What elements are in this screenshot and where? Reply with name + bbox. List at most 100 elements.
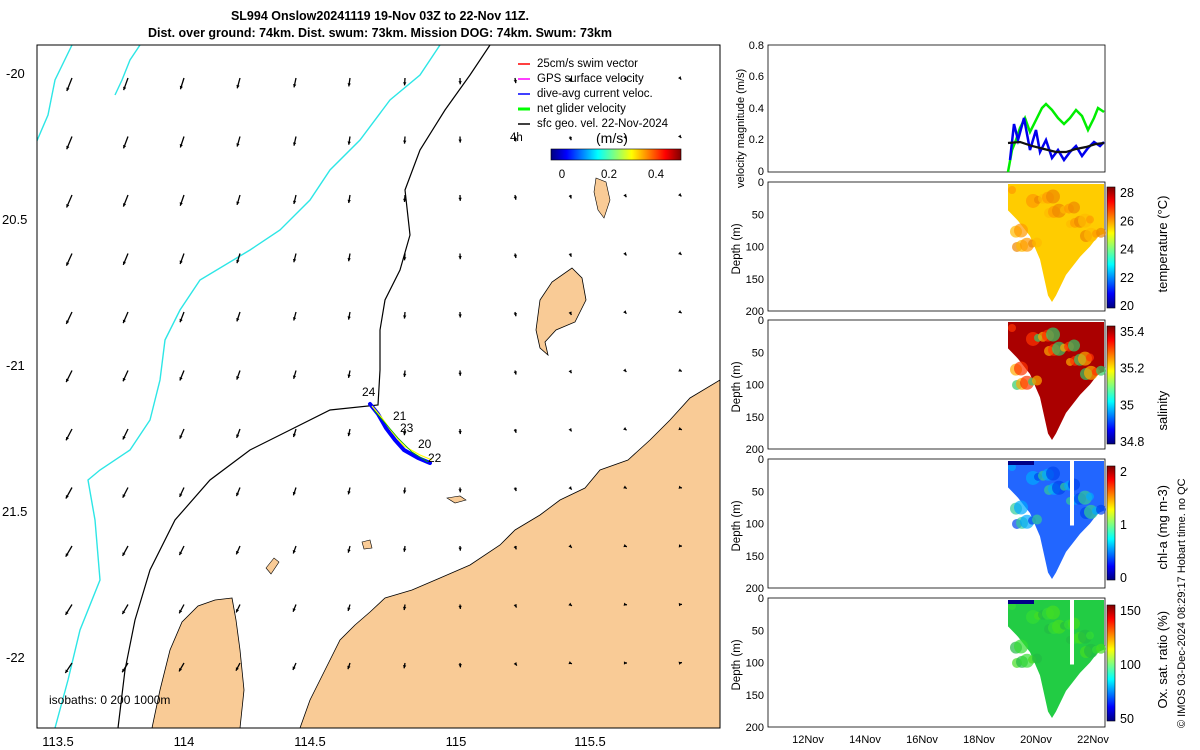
current-vector-head: [458, 197, 462, 201]
current-vector-head: [513, 312, 517, 317]
y-tick: 0.8: [749, 40, 764, 52]
day-label-23: 23: [400, 421, 414, 435]
colorbar-tick: 20: [1120, 299, 1134, 313]
current-vector-head: [568, 311, 572, 315]
lon-tick: 113.5: [42, 734, 74, 749]
day-label-22: 22: [428, 451, 442, 465]
y-tick: 200: [746, 583, 764, 595]
current-vector-head: [66, 320, 70, 324]
y-tick: 100: [746, 242, 764, 254]
current-vector-head: [179, 144, 183, 148]
lon-tick: 115: [446, 734, 467, 749]
current-vector-head: [66, 87, 70, 91]
map-legend: 25cm/s swim vector GPS surface velocity …: [510, 58, 682, 181]
current-vector-head: [458, 139, 462, 143]
velocity-y-label: velocity magnitude (m/s): [735, 69, 747, 188]
time-x-axis: 12Nov 14Nov 16Nov 18Nov 20Nov 22Nov: [792, 734, 1109, 746]
current-vector-head: [678, 368, 682, 372]
y-tick: 150: [746, 551, 764, 563]
day-label-21: 21: [393, 409, 407, 423]
isobath-200m: [117, 45, 491, 728]
current-vector-head: [623, 77, 627, 81]
lat-tick: -21: [6, 358, 25, 373]
y-tick: 100: [746, 519, 764, 531]
x-tick: 22Nov: [1077, 734, 1109, 746]
y-tick: 150: [746, 690, 764, 702]
salinity-colorbar-label: salinity: [1155, 390, 1170, 430]
lon-tick: 114.5: [294, 734, 326, 749]
current-vector-head: [568, 253, 572, 257]
y-tick: 150: [746, 274, 764, 286]
current-vector-head: [458, 664, 462, 668]
current-vector-head: [403, 431, 407, 436]
current-vector-head: [458, 256, 462, 260]
current-vector-head: [513, 429, 517, 433]
current-vector-head: [403, 140, 407, 144]
legend-entry: GPS surface velocity: [537, 73, 644, 85]
current-vector-head: [347, 199, 351, 203]
colorbar-tick: 35.4: [1120, 325, 1144, 339]
current-vector-head: [66, 262, 70, 266]
current-vector-head: [65, 669, 69, 673]
map-frame: [36, 44, 721, 729]
x-tick: 18Nov: [963, 734, 995, 746]
current-vector-head: [236, 317, 240, 322]
oxygen-section: [1008, 600, 1106, 718]
current-vector-head: [403, 315, 407, 319]
isobath-legend: isobaths: 0 200 1000m: [49, 693, 170, 707]
current-vector-head: [122, 203, 127, 207]
lat-tick: -20: [6, 66, 25, 81]
temperature-colorbar: [1106, 186, 1116, 309]
current-vector-head: [678, 544, 682, 548]
sfc-velocity-vectors: [64, 76, 683, 674]
current-vector-head: [513, 604, 517, 608]
current-vector-head: [347, 607, 351, 611]
current-vector-head: [65, 495, 69, 499]
colorbar-tick: 22: [1120, 271, 1134, 285]
legend-extra: 4h: [510, 132, 523, 144]
current-vector-head: [65, 553, 69, 557]
current-vector-head: [236, 259, 240, 264]
current-vector-head: [403, 490, 407, 494]
y-tick: 0: [758, 315, 764, 327]
current-vector-head: [122, 436, 126, 440]
y-tick: 0: [758, 454, 764, 466]
current-vector-head: [122, 261, 127, 265]
colorbar-label: (m/s): [596, 130, 628, 146]
legend-entry: 25cm/s swim vector: [537, 58, 638, 70]
current-vector-head: [292, 200, 297, 204]
land-island: [535, 267, 587, 357]
current-vector-head: [65, 611, 69, 615]
current-vector-head: [236, 143, 240, 147]
current-vector-head: [347, 141, 351, 145]
colorbar-tick: 35: [1120, 398, 1134, 412]
colorbar-tick: 28: [1120, 186, 1134, 200]
y-tick: 0.6: [749, 71, 764, 83]
legend-entry: sfc geo. vel. 22-Nov-2024: [537, 118, 669, 130]
current-vector-head: [292, 666, 296, 670]
day-label-20: 20: [418, 437, 432, 451]
current-vector-head: [623, 544, 627, 548]
current-vector-head: [179, 435, 183, 439]
current-vector-head: [623, 368, 627, 372]
current-vector-head: [678, 661, 682, 665]
speed-colorbar: [550, 148, 682, 161]
current-vector-head: [122, 610, 126, 615]
chla-colorbar: [1106, 465, 1116, 581]
legend-entry: net glider velocity: [537, 103, 626, 115]
temperature-section: [1008, 184, 1106, 302]
current-vector-head: [122, 494, 126, 498]
current-vector-head: [236, 492, 240, 497]
oxygen-y-label: Depth (m): [731, 639, 743, 690]
y-tick: 0: [758, 177, 764, 189]
current-vector-head: [123, 86, 127, 91]
current-vector-head: [678, 193, 682, 197]
current-vector-head: [623, 661, 627, 665]
colorbar-tick: 0: [1120, 571, 1127, 585]
salinity-colorbar: [1106, 325, 1116, 445]
current-vector-head: [403, 257, 407, 261]
lat-tick: 21.5: [2, 504, 27, 519]
day-label-24: 24: [362, 385, 376, 399]
land-islet-small: [265, 495, 467, 575]
